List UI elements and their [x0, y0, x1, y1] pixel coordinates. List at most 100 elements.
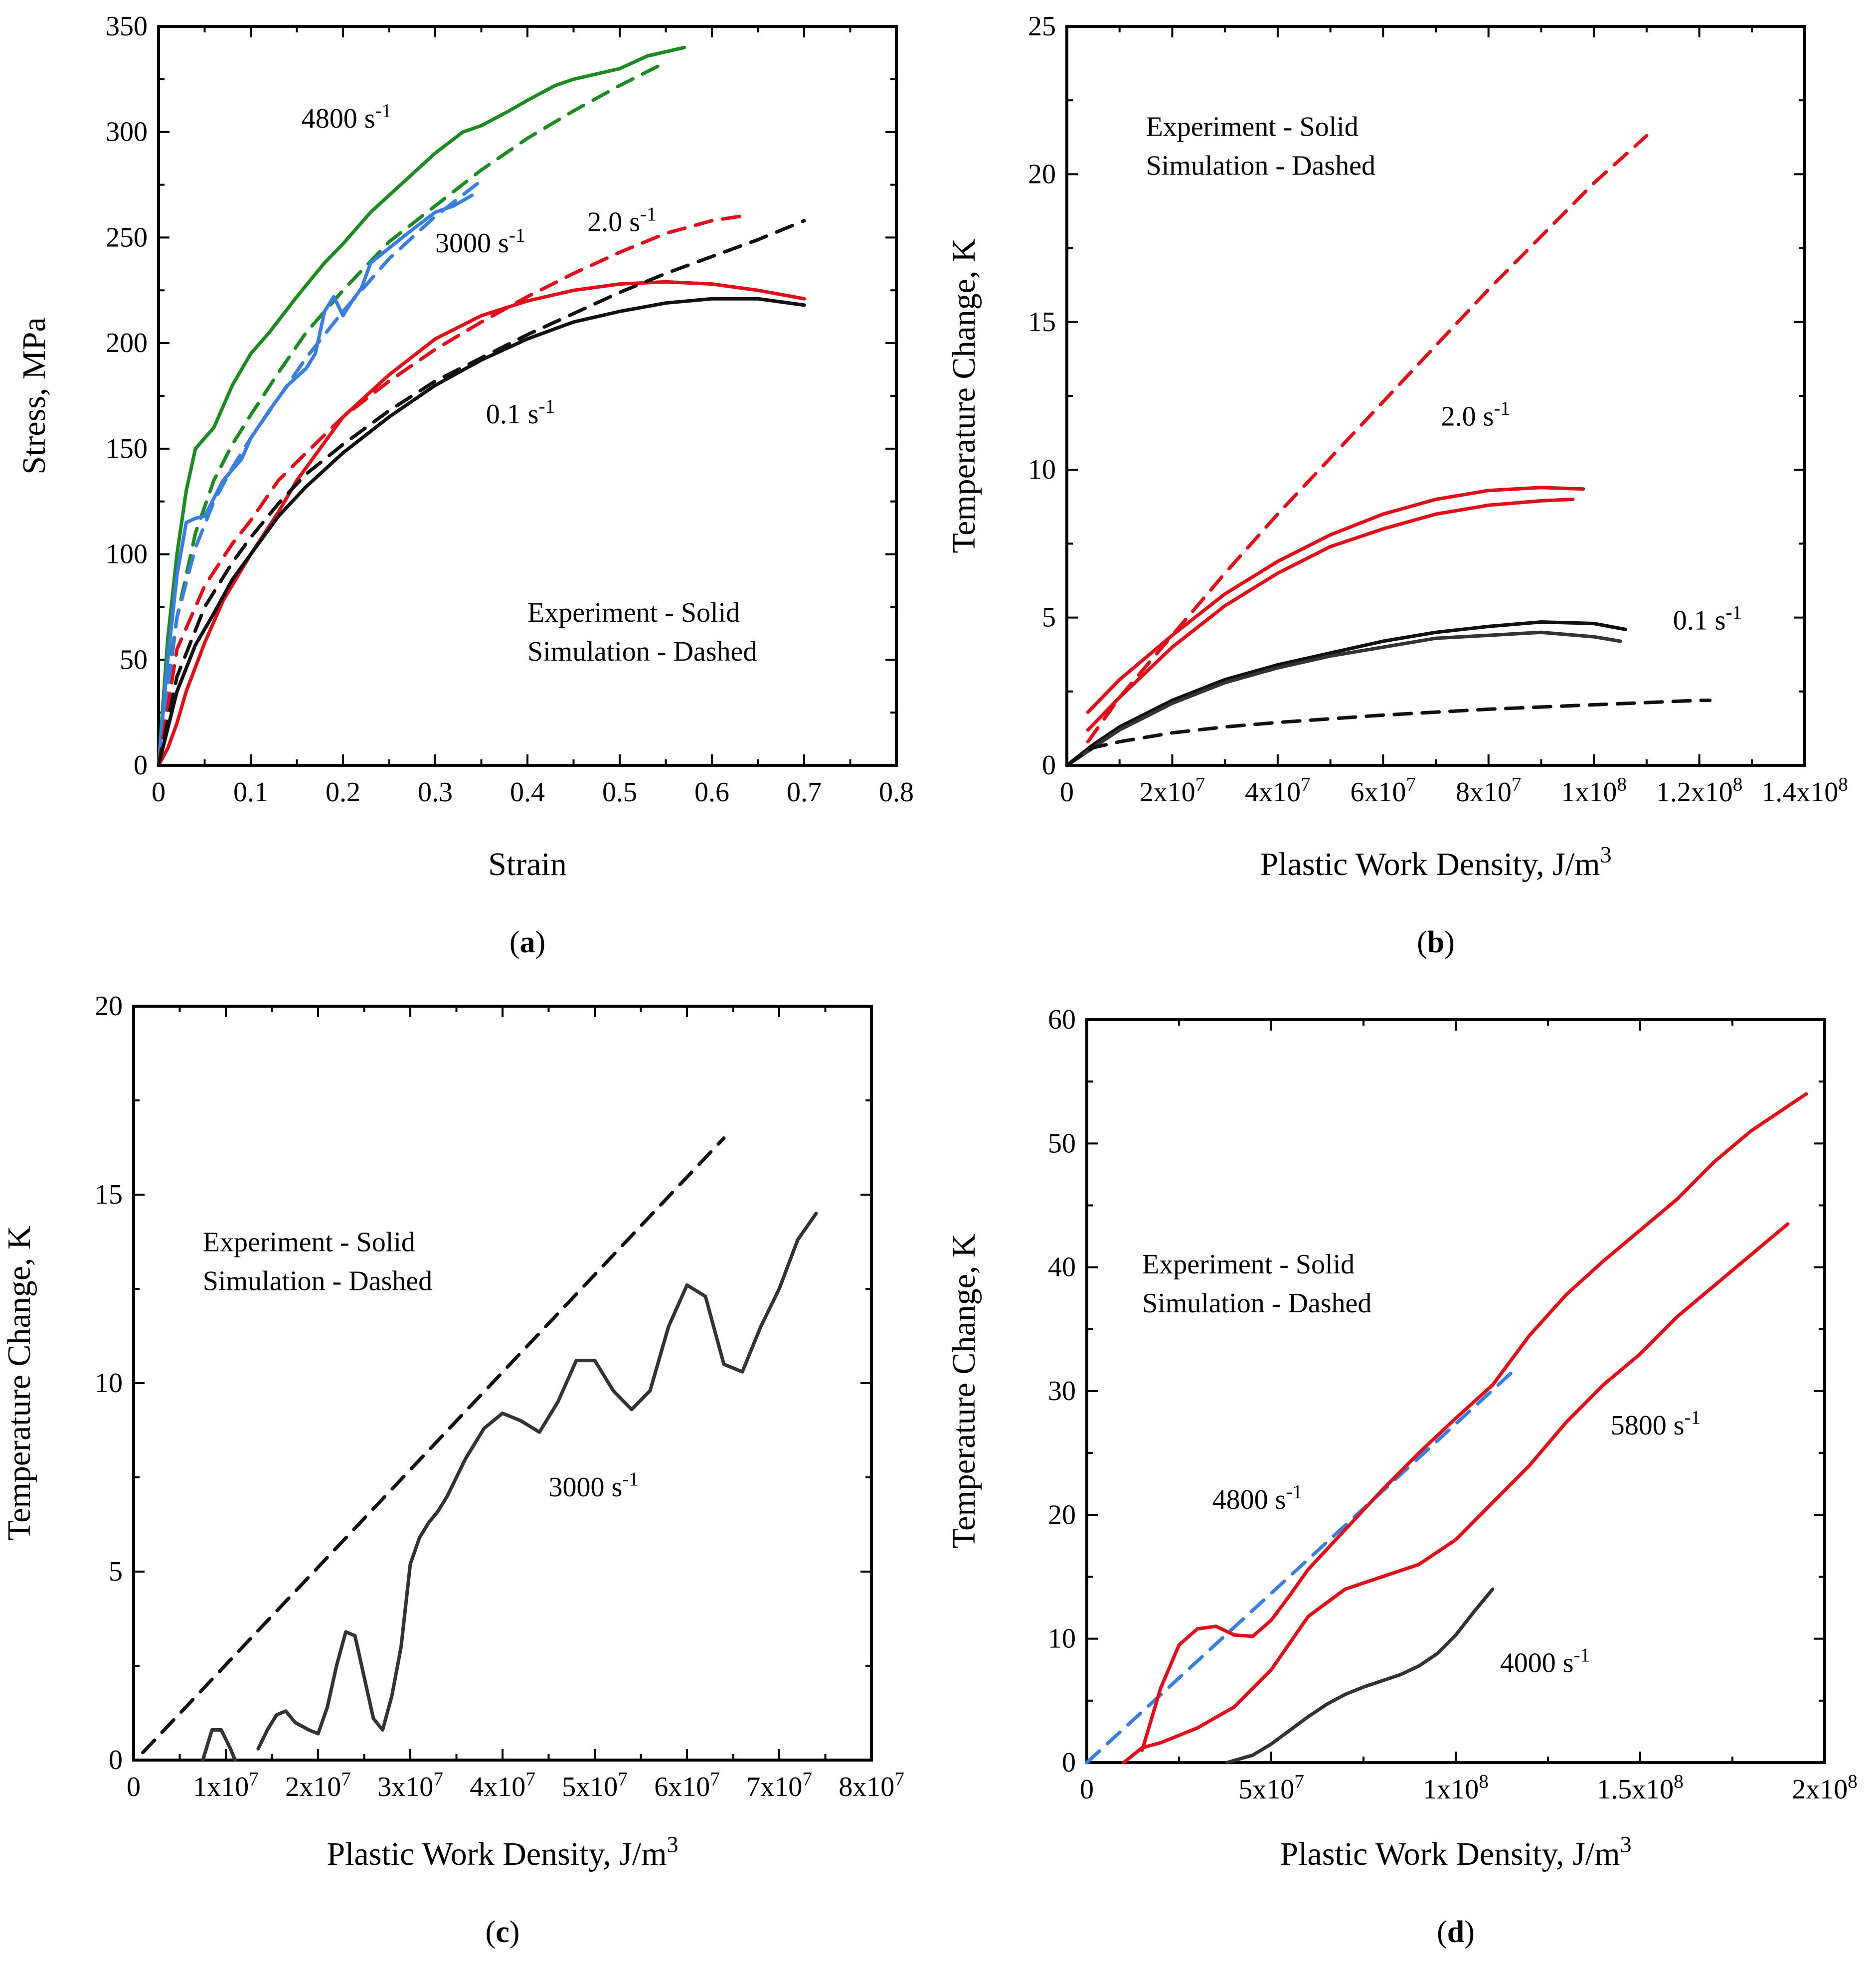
y-tick-label: 100 — [106, 539, 148, 570]
x-tick-label-main: 3x10 — [377, 1772, 433, 1802]
x-tick-label: 1.5x108 — [1597, 1771, 1684, 1805]
x-tick-label-sup: 8 — [1674, 1771, 1684, 1792]
series-line — [1085, 1364, 1521, 1765]
x-tick-label-sup: 7 — [525, 1768, 535, 1789]
x-tick-label: 8x107 — [1456, 773, 1522, 808]
y-axis-label: Temperature Change, K — [946, 238, 982, 553]
series-line — [157, 193, 474, 767]
series-label-main: 2.0 s — [587, 207, 640, 238]
y-tick-label: 15 — [1028, 307, 1056, 338]
x-axis-label: Plastic Work Density, J/m3 — [327, 1832, 678, 1872]
legend-text: Experiment - Solid — [203, 1227, 415, 1257]
x-tick-label: 0.3 — [418, 777, 453, 808]
x-tick-label: 0.7 — [787, 777, 822, 808]
series-label-sup: -1 — [1574, 1644, 1590, 1666]
series-label: 3000 s-1 — [549, 1468, 639, 1503]
series-label-main: 2.0 s — [1441, 401, 1494, 432]
y-tick-label: 250 — [106, 222, 148, 253]
y-tick-label: 5 — [109, 1556, 123, 1587]
y-tick-label: 20 — [1048, 1499, 1076, 1530]
series-label-main: 3000 s — [549, 1472, 623, 1503]
caption-letter: c — [496, 1915, 510, 1949]
x-tick-label-main: 4x10 — [1245, 777, 1301, 808]
legend-text: Experiment - Solid — [1146, 111, 1359, 142]
y-tick-label: 25 — [1028, 11, 1056, 42]
series-line — [157, 214, 741, 767]
x-tick-label-main: 0.6 — [694, 777, 729, 808]
x-tick-label-sup: 8 — [1848, 1771, 1858, 1792]
legend-text: Experiment - Solid — [1142, 1249, 1355, 1280]
y-tick-label: 15 — [95, 1179, 123, 1210]
y-tick-label: 150 — [106, 433, 148, 464]
legend-text: Simulation - Dashed — [203, 1265, 432, 1296]
x-tick-label: 4x107 — [1245, 773, 1311, 808]
series-label-sup: -1 — [1286, 1481, 1302, 1502]
x-axis-label: Plastic Work Density, J/m3 — [1260, 842, 1611, 883]
series-label: 4800 s-1 — [1212, 1481, 1302, 1515]
x-tick-label-main: 1.2x10 — [1656, 777, 1733, 808]
panel-caption: (a) — [510, 925, 545, 959]
legend-text: Experiment - Solid — [527, 597, 740, 628]
series-label: 2.0 s-1 — [1441, 398, 1510, 432]
x-tick-label: 0.5 — [602, 777, 637, 808]
x-tick-label-main: 0.7 — [787, 777, 822, 808]
x-tick-label-main: 4x10 — [470, 1772, 525, 1802]
y-tick-label: 40 — [1048, 1252, 1076, 1283]
x-tick-label-sup: 7 — [618, 1768, 628, 1789]
y-tick-label: 200 — [106, 328, 148, 358]
y-tick-label: 30 — [1048, 1376, 1076, 1407]
x-tick-label: 0.2 — [326, 777, 360, 808]
y-tick-label: 5 — [1042, 602, 1056, 633]
x-tick-label: 7x107 — [746, 1768, 812, 1802]
x-tick-label: 0.8 — [879, 777, 914, 808]
caption-close: ) — [510, 1915, 520, 1949]
series-label: 0.1 s-1 — [1673, 602, 1742, 636]
series-line — [141, 1136, 726, 1755]
y-tick-label: 60 — [1048, 1004, 1076, 1035]
series-line — [1065, 620, 1628, 767]
series-label: 5800 s-1 — [1611, 1407, 1701, 1441]
series-label-sup: -1 — [1685, 1407, 1701, 1428]
caption-open: ( — [1417, 925, 1427, 959]
x-tick-label: 6x107 — [654, 1768, 720, 1802]
x-tick-label: 5x107 — [1238, 1771, 1304, 1805]
x-tick-label-main: 1x10 — [1423, 1774, 1479, 1805]
x-axis-label-sup: 3 — [1600, 842, 1612, 868]
x-tick-label-main: 0 — [1080, 1774, 1094, 1805]
series-label-main: 5800 s — [1611, 1410, 1685, 1441]
y-axis-label: Temperature Change, K — [946, 1234, 982, 1548]
x-tick-label-sup: 7 — [433, 1768, 443, 1789]
y-tick-label: 0 — [1062, 1747, 1076, 1778]
y-tick-label: 20 — [1028, 159, 1056, 189]
x-tick-label-sup: 7 — [710, 1768, 720, 1789]
x-tick-label-main: 6x10 — [654, 1772, 710, 1802]
series-line — [1086, 498, 1575, 732]
x-tick-label: 0 — [127, 1772, 141, 1802]
panel-caption: (d) — [1437, 1915, 1475, 1949]
x-tick-label-main: 0 — [1060, 777, 1074, 808]
series-line — [157, 297, 806, 767]
series-line — [157, 45, 686, 767]
series-label-main: 3000 s — [435, 228, 509, 259]
series-label-sup: -1 — [640, 203, 657, 225]
series-label: 4000 s-1 — [1500, 1644, 1590, 1679]
x-tick-label-main: 0.1 — [233, 777, 268, 808]
y-tick-label: 50 — [120, 644, 148, 675]
x-axis-label-main: Strain — [488, 846, 567, 883]
x-tick-label: 8x107 — [839, 1768, 904, 1802]
x-axis-label-sup: 3 — [1620, 1832, 1632, 1857]
caption-letter: d — [1447, 1915, 1464, 1949]
x-tick-label-main: 0 — [127, 1772, 141, 1802]
x-tick-label: 2x108 — [1792, 1771, 1858, 1805]
panel-a: 0 0.1 0.2 0.3 0.4 0.5 0.6 0.7 0.8 0 50 100 150 200 250… — [16, 11, 914, 959]
series-line — [1122, 1222, 1790, 1765]
y-tick-label: 0 — [1042, 750, 1056, 781]
x-tick-label-sup: 7 — [341, 1768, 351, 1789]
x-tick-label: 6x107 — [1350, 773, 1416, 808]
series-label-main: 4000 s — [1500, 1648, 1574, 1679]
x-tick-label-sup: 7 — [1301, 773, 1311, 795]
x-tick-label-main: 7x10 — [746, 1772, 802, 1802]
series-line — [1086, 486, 1585, 714]
caption-close: ) — [1444, 925, 1455, 959]
y-tick-label: 50 — [1048, 1128, 1076, 1159]
